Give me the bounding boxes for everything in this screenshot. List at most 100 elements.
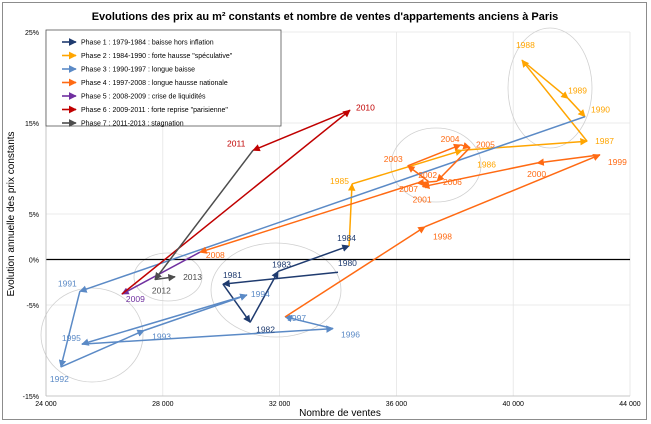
cluster-circle — [390, 127, 482, 203]
segment-2013 — [154, 273, 176, 282]
cluster-circle — [133, 252, 203, 302]
point-label-2005: 2005 — [476, 140, 495, 150]
segment-2011 — [252, 109, 351, 152]
segment-1997 — [284, 314, 334, 330]
y-tick-label: -15% — [23, 394, 39, 401]
legend-entry-phase-5: Phase 5 : 2008-2009 : crise de liquidité… — [81, 94, 206, 101]
series-layer — [58, 59, 601, 368]
point-label-2002: 2002 — [418, 170, 437, 180]
point-label-1986: 1986 — [477, 159, 496, 169]
segment-1994 — [143, 293, 248, 332]
segment-2012 — [154, 149, 254, 281]
x-axis-label: Nombre de ventes — [299, 408, 381, 419]
segment-1998 — [284, 226, 426, 318]
y-tick-label: -5% — [27, 303, 39, 310]
point-label-1980: 1980 — [338, 258, 357, 268]
legend-box — [45, 29, 282, 127]
point-label-1983: 1983 — [272, 259, 291, 269]
point-label-2003: 2003 — [384, 154, 403, 164]
point-label-1999: 1999 — [608, 157, 627, 167]
point-label-1998: 1998 — [433, 232, 452, 242]
point-label-1992: 1992 — [50, 374, 69, 384]
point-label-1987: 1987 — [595, 136, 614, 146]
legend-entry-phase-1: Phase 1 : 1979-1984 : baisse hors inflat… — [81, 40, 214, 47]
segment-1985 — [347, 183, 356, 246]
point-label-1982: 1982 — [256, 324, 275, 334]
point-label-2013: 2013 — [183, 272, 202, 282]
segment-2008 — [199, 182, 418, 254]
series-phase-2 — [347, 59, 588, 246]
x-tick-label: 36 000 — [386, 401, 408, 408]
segment-1996 — [81, 325, 334, 345]
chart-title: Evolutions des prix au m² constants et n… — [92, 11, 559, 23]
x-tick-label: 24 000 — [35, 401, 57, 408]
point-label-2011: 2011 — [227, 138, 246, 148]
point-label-2010: 2010 — [356, 102, 375, 112]
segment-1983 — [249, 270, 279, 323]
legend-entry-phase-4: Phase 4 : 1997-2008 : longue hausse nati… — [81, 80, 228, 87]
segment-1990 — [567, 97, 586, 118]
series-phase-4 — [199, 142, 601, 318]
point-label-1991: 1991 — [58, 278, 77, 288]
point-label-1989: 1989 — [568, 85, 587, 95]
legend-entry-phase-6: Phase 6 : 2009-2011 : forte reprise "par… — [81, 107, 228, 114]
segment-1988 — [521, 59, 588, 142]
x-tick-label: 44 000 — [619, 401, 641, 408]
cluster-circle — [210, 242, 342, 338]
point-label-2006: 2006 — [443, 177, 462, 187]
point-label-1990: 1990 — [591, 105, 610, 115]
x-tick-label: 32 000 — [269, 401, 291, 408]
segment-1991 — [79, 115, 586, 293]
point-label-2001: 2001 — [413, 195, 432, 205]
point-label-2008: 2008 — [206, 250, 225, 260]
segment-1982 — [222, 283, 251, 323]
segment-1999 — [424, 153, 601, 228]
y-tick-label: 15% — [25, 121, 39, 128]
segment-2010 — [121, 109, 351, 295]
point-label-2009: 2009 — [126, 294, 145, 304]
cluster-circle — [507, 27, 593, 149]
y-axis-label: Evolution annuelle des prix constants — [6, 131, 17, 296]
legend-entry-phase-2: Phase 2 : 1984-1990 : forte hausse "spéc… — [81, 53, 233, 60]
point-label-1993: 1993 — [152, 331, 171, 341]
point-label-2012: 2012 — [152, 286, 171, 296]
segment-2005 — [460, 142, 471, 150]
segment-1984 — [277, 244, 350, 273]
x-tick-label: 40 000 — [502, 401, 524, 408]
point-label-1985: 1985 — [330, 176, 349, 186]
segment-1989 — [521, 59, 569, 100]
point-label-2004: 2004 — [441, 134, 460, 144]
segment-1993 — [60, 329, 145, 368]
segment-1995 — [81, 294, 248, 346]
segment-2007 — [416, 178, 438, 187]
point-label-1994: 1994 — [251, 289, 270, 299]
axes: 24 000 28 000 32 000 36 000 40 000 44 000 25% 1… — [23, 30, 641, 408]
series-phase-7 — [154, 149, 254, 282]
y-tick-label: 0% — [29, 258, 39, 265]
series-phase-1 — [222, 244, 350, 323]
point-label-2000: 2000 — [527, 169, 546, 179]
point-label-1984: 1984 — [337, 233, 356, 243]
y-tick-label: 25% — [25, 30, 39, 37]
year-labels: 1980 1981 1982 1983 1984 1985 1986 1987 1988 1989… — [50, 40, 627, 384]
series-phase-3 — [58, 115, 586, 368]
segment-1981 — [222, 271, 339, 288]
segment-1992 — [58, 291, 81, 368]
series-phase-6 — [121, 109, 351, 295]
segment-1987 — [462, 137, 588, 152]
segment-2006 — [436, 147, 471, 182]
x-tick-label: 28 000 — [152, 401, 174, 408]
segment-2000 — [536, 154, 601, 166]
legend-entry-phase-7: Phase 7 : 2011-2013 : stagnation — [81, 121, 184, 128]
point-label-1995: 1995 — [62, 333, 81, 343]
point-label-1981: 1981 — [223, 270, 242, 280]
segment-1986 — [351, 148, 463, 185]
point-label-2007: 2007 — [399, 184, 418, 194]
segment-2004 — [407, 143, 462, 167]
legend-entry-phase-3: Phase 3 : 1990-1997 : longue baisse — [81, 67, 195, 74]
y-tick-label: 5% — [29, 212, 39, 219]
point-label-1988: 1988 — [516, 40, 535, 50]
point-label-1997: 1997 — [287, 313, 306, 323]
segment-2003 — [407, 165, 429, 182]
